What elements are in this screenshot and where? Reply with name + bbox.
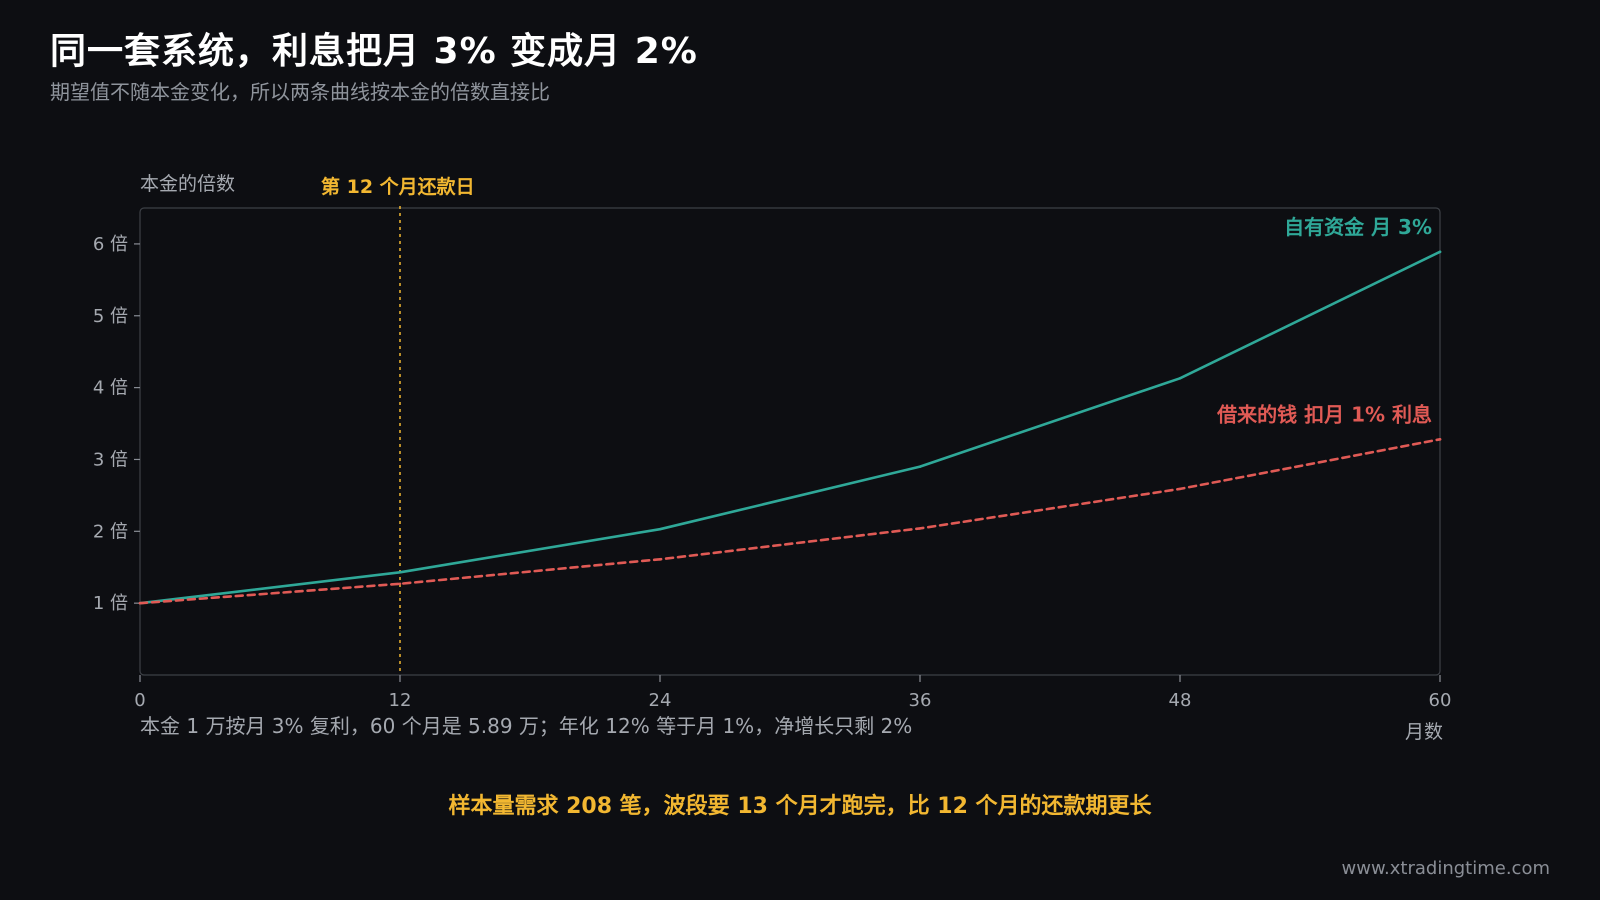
series-1-point [658,558,662,561]
series-group [138,250,1442,605]
series-1-point [138,601,142,605]
series-0-point [658,527,662,531]
conclusion-note: 样本量需求 208 笔，波段要 13 个月才跑完，比 12 个月的还款期更长 [448,794,1152,819]
x-tick-label: 48 [1169,690,1192,711]
series-1-point [918,527,922,530]
y-tick-label: 2 倍 [93,521,128,542]
site-url: www.xtradingtime.com [1341,858,1550,879]
series-1-point [398,582,402,586]
y-tick-label: 1 倍 [93,593,128,614]
x-tick-label: 36 [909,690,932,711]
page-title: 同一套系统，利息把月 3% 变成月 2% [50,31,698,72]
chart-footnote: 本金 1 万按月 3% 复利，60 个月是 5.89 万；年化 12% 等于月 … [140,714,912,738]
annotations: 第 12 个月还款日 [321,175,475,675]
x-tick-label: 12 [389,690,412,711]
series-label-0: 自有资金 月 3% [1284,215,1432,239]
series-1-point [1438,438,1442,441]
y-axis-title: 本金的倍数 [140,173,235,195]
y-tick-label: 3 倍 [93,449,128,470]
series-0-point [398,570,402,574]
x-axis-title: 月数 [1405,721,1443,743]
page-subtitle: 期望值不随本金变化，所以两条曲线按本金的倍数直接比 [50,80,550,104]
series-label-1: 借来的钱 扣月 1% 利息 [1216,402,1432,426]
x-tick-label: 0 [134,690,145,711]
series-1-point [1178,487,1182,491]
x-tick-label: 24 [649,690,672,711]
repayment-day-label: 第 12 个月还款日 [321,175,475,198]
y-tick-label: 4 倍 [93,378,128,399]
y-tick-label: 5 倍 [93,306,128,327]
plot-frame [139,207,1441,676]
series-labels: 自有资金 月 3% 借来的钱 扣月 1% 利息 [1216,215,1432,427]
y-tick-label: 6 倍 [93,234,128,255]
series-0-point [1438,250,1442,254]
series-line-0 [138,250,1442,605]
series-0-point [1178,376,1182,380]
x-axis: 0 12 24 36 48 60 [134,675,1451,711]
y-axis: 1 倍 2 倍 3 倍 4 倍 5 倍 6 倍 [93,234,140,614]
x-tick-label: 60 [1429,690,1452,711]
series-line-1 [138,437,1442,605]
series-0-point [918,465,922,468]
